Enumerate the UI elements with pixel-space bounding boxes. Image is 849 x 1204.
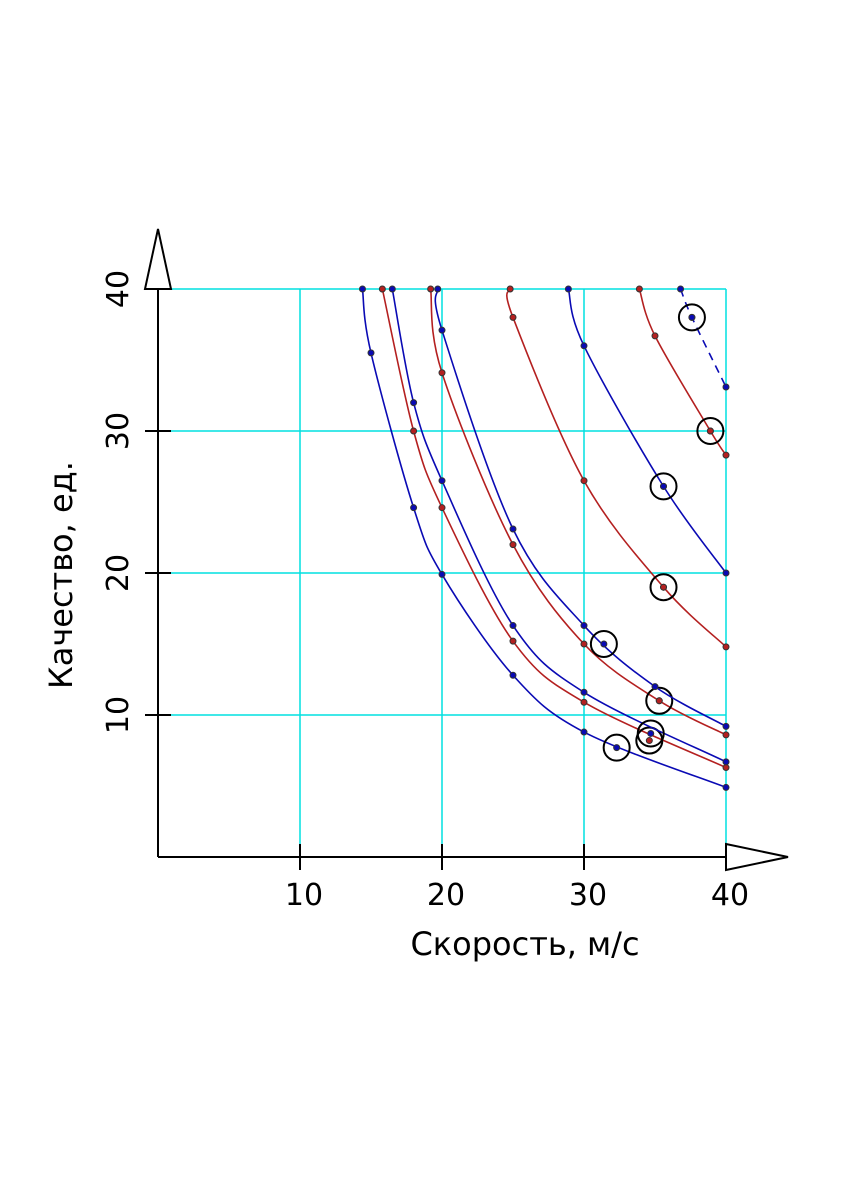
y-axis-title: Качество, ед. [42,461,80,689]
point [722,764,730,772]
point [580,728,588,736]
point [722,383,730,391]
point [438,326,446,334]
optimum-point [613,744,621,752]
x-axis-title: Скорость, м/с [410,925,639,963]
optimum-point [706,427,714,435]
optimum-point [600,640,608,648]
optimum-marker [677,303,706,332]
point [388,285,396,293]
point [677,285,685,293]
curve [638,288,727,456]
optimum-point [688,313,696,321]
optimum-marker [636,719,665,748]
point [580,342,588,350]
point [509,671,517,679]
optimum-marker [589,630,618,658]
x-tick-label: 40 [711,878,749,913]
point [722,783,730,791]
point [509,525,517,533]
curves [358,285,730,791]
curve [567,288,727,574]
point [438,504,446,512]
axes [143,228,789,872]
optimum-point [645,737,653,745]
point [722,722,730,730]
y-tick-label: 10 [101,696,136,734]
y-tick-label: 20 [101,554,136,592]
point [580,640,588,648]
point [358,285,366,293]
point [564,285,572,293]
x-tick-label: 10 [285,878,323,913]
optimum-marker [645,686,674,715]
x-tick-label: 20 [427,878,465,913]
point [722,643,730,651]
optimum-marker [649,472,678,501]
point [509,622,517,630]
point [722,731,730,739]
point [651,332,659,340]
optimum-marker [602,733,631,762]
point [410,399,418,407]
point [410,427,418,435]
point [509,541,517,549]
point [438,369,446,377]
curve [391,288,727,763]
point [509,637,517,645]
point [378,285,386,293]
point [580,622,588,630]
optimum-point [660,482,668,490]
point [434,285,442,293]
optimum-marker [696,417,725,445]
point [438,570,446,578]
optimum-point [655,697,663,705]
optimum-point [660,583,668,591]
point [580,477,588,485]
point [438,477,446,485]
point [580,688,588,696]
x-tick-label: 30 [569,878,607,913]
point [427,285,435,293]
point [509,313,517,321]
point [722,758,730,766]
curve [381,288,727,769]
point [506,285,514,293]
point [367,349,375,357]
point [651,683,659,691]
optimum-point [647,729,655,737]
point [635,285,643,293]
y-tick-label: 40 [101,270,136,308]
optimum-marker [649,573,678,602]
curve [361,288,727,789]
point [722,451,730,459]
point [410,504,418,512]
y-tick-label: 30 [101,412,136,450]
point [580,698,588,706]
point [722,569,730,577]
